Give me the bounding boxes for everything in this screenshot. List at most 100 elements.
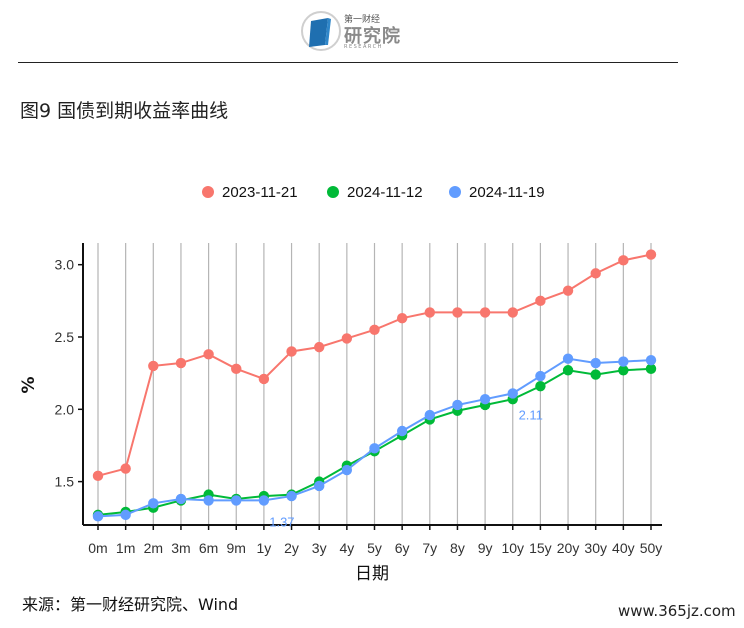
- point-2023-11-21-8y: [452, 307, 463, 318]
- point-2024-11-19-15y: [535, 370, 546, 382]
- point-2024-11-19-1m: [120, 509, 131, 521]
- point-2023-11-21-40y: [618, 255, 629, 266]
- point-2024-11-19-1y: [258, 495, 270, 506]
- point-2024-11-19-7y: [424, 409, 435, 421]
- x-tick-label: 4y: [339, 540, 354, 556]
- legend-marker: [327, 186, 339, 198]
- brand-sub-text: RESEARCH: [344, 44, 383, 50]
- x-tick-label: 9m: [227, 540, 246, 556]
- legend: 2023-11-21 2024-11-12 2024-11-19: [202, 184, 545, 201]
- point-2024-11-19-10y: [507, 388, 518, 399]
- grid-lines: [97, 243, 652, 525]
- y-tick-label: 2.0: [55, 401, 75, 417]
- point-2024-11-19-8y: [452, 399, 463, 411]
- point-2023-11-21-3m: [175, 357, 187, 369]
- watermark: www.365jz.com: [618, 602, 736, 620]
- y-axis-title: %: [19, 376, 39, 393]
- x-tick-label: 7y: [422, 540, 437, 556]
- legend-item-2023-11-21: 2023-11-21: [202, 184, 298, 201]
- point-2023-11-21-6y: [396, 313, 408, 324]
- point-2024-11-19-2m: [148, 498, 159, 509]
- x-tick-label: 6y: [395, 540, 410, 556]
- brand-small-text: 第一财经: [344, 15, 381, 25]
- point-2023-11-21-4y: [341, 333, 353, 344]
- point-2023-11-21-1y: [258, 373, 270, 385]
- point-2023-11-21-5y: [369, 324, 380, 335]
- point-2024-11-19-0m: [92, 511, 104, 522]
- series-layer: [92, 249, 657, 522]
- legend-item-2024-11-19: 2024-11-19: [449, 184, 545, 201]
- point-2024-11-12-20y: [562, 365, 574, 376]
- legend-item-2024-11-12: 2024-11-12: [327, 184, 423, 201]
- legend-marker: [202, 186, 214, 198]
- data-label-1y: 1.37: [269, 514, 294, 529]
- series-2024-11-19: [92, 353, 657, 522]
- legend-marker: [449, 186, 461, 198]
- x-tick-label: 3y: [312, 540, 327, 556]
- x-tick-label: 2m: [144, 540, 163, 556]
- point-2024-11-19-2y: [286, 490, 297, 502]
- point-2023-11-21-15y: [535, 295, 546, 307]
- point-2023-11-21-20y: [562, 285, 574, 296]
- x-tick-label: 30y: [584, 540, 607, 556]
- brand-name: 研究院: [344, 26, 401, 47]
- point-2023-11-21-2y: [286, 346, 297, 357]
- legend-label: 2023-11-21: [222, 184, 298, 201]
- point-2024-11-12-50y: [645, 363, 657, 375]
- point-2024-11-12-15y: [535, 380, 546, 392]
- point-2024-11-19-6y: [396, 425, 408, 437]
- data-label-10y: 2.11: [519, 407, 543, 422]
- point-2023-11-21-30y: [590, 268, 601, 279]
- point-2023-11-21-2m: [148, 360, 159, 372]
- point-2023-11-21-1m: [120, 463, 131, 474]
- point-2024-11-12-30y: [590, 369, 601, 380]
- point-2024-11-19-9m: [231, 495, 242, 506]
- point-2023-11-21-6m: [203, 349, 214, 360]
- point-2024-11-19-3y: [314, 480, 325, 492]
- x-tick-label: 6m: [199, 540, 218, 556]
- point-2023-11-21-9y: [479, 307, 491, 318]
- point-2024-11-19-9y: [479, 393, 491, 405]
- point-2024-11-19-3m: [175, 493, 187, 505]
- point-2024-11-19-5y: [369, 443, 380, 454]
- series-2023-11-21: [92, 249, 657, 482]
- y-tick-label: 3.0: [55, 257, 75, 273]
- point-2023-11-21-7y: [424, 307, 435, 318]
- x-tick-label: 40y: [612, 540, 635, 556]
- x-tick-label: 9y: [478, 540, 493, 556]
- y-tick-label: 2.5: [55, 329, 75, 345]
- y-tick-label: 1.5: [55, 474, 75, 490]
- x-tick-label: 20y: [557, 540, 580, 556]
- x-tick-label: 10y: [501, 540, 524, 556]
- x-axis-title: 日期: [355, 564, 389, 584]
- point-2023-11-21-50y: [645, 249, 657, 260]
- source-note: 来源：第一财经研究院、Wind: [22, 595, 239, 614]
- point-2023-11-21-0m: [92, 470, 104, 482]
- header-divider: [18, 62, 678, 63]
- book-logo-icon: [301, 11, 341, 51]
- x-tick-label: 3m: [171, 540, 190, 556]
- point-2024-11-19-4y: [341, 464, 353, 476]
- legend-label: 2024-11-12: [347, 184, 423, 201]
- x-tick-label: 15y: [529, 540, 552, 556]
- point-2023-11-21-10y: [507, 307, 518, 318]
- x-tick-label: 8y: [450, 540, 465, 556]
- annotations: 1.37 2.11: [269, 407, 543, 529]
- point-2024-11-19-30y: [590, 357, 601, 369]
- x-tick-label: 1y: [257, 540, 272, 556]
- x-tick-label: 2y: [284, 540, 299, 556]
- x-tick-label: 50y: [640, 540, 663, 556]
- point-2023-11-21-9m: [231, 363, 242, 375]
- yield-curve-chart: 2023-11-21 2024-11-12 2024-11-19 1.5 2.0 2.5…: [19, 184, 663, 584]
- axes: 1.5 2.0 2.5 3.0 0m 1m 2m 3m 6m 9m 1y 2y 3y 4y 5y 6y 7y 8y…: [55, 243, 663, 556]
- x-tick-label: 1m: [116, 540, 135, 556]
- x-tick-label: 0m: [88, 540, 107, 556]
- point-2024-11-19-20y: [562, 353, 574, 364]
- point-2024-11-19-40y: [618, 356, 629, 367]
- point-2024-11-19-6m: [203, 495, 214, 506]
- figure-title: 图9 国债到期收益率曲线: [20, 100, 229, 122]
- point-2024-11-12-40y: [618, 365, 629, 376]
- legend-label: 2024-11-19: [469, 184, 545, 201]
- x-tick-label: 5y: [367, 540, 382, 556]
- point-2024-11-19-50y: [645, 354, 657, 366]
